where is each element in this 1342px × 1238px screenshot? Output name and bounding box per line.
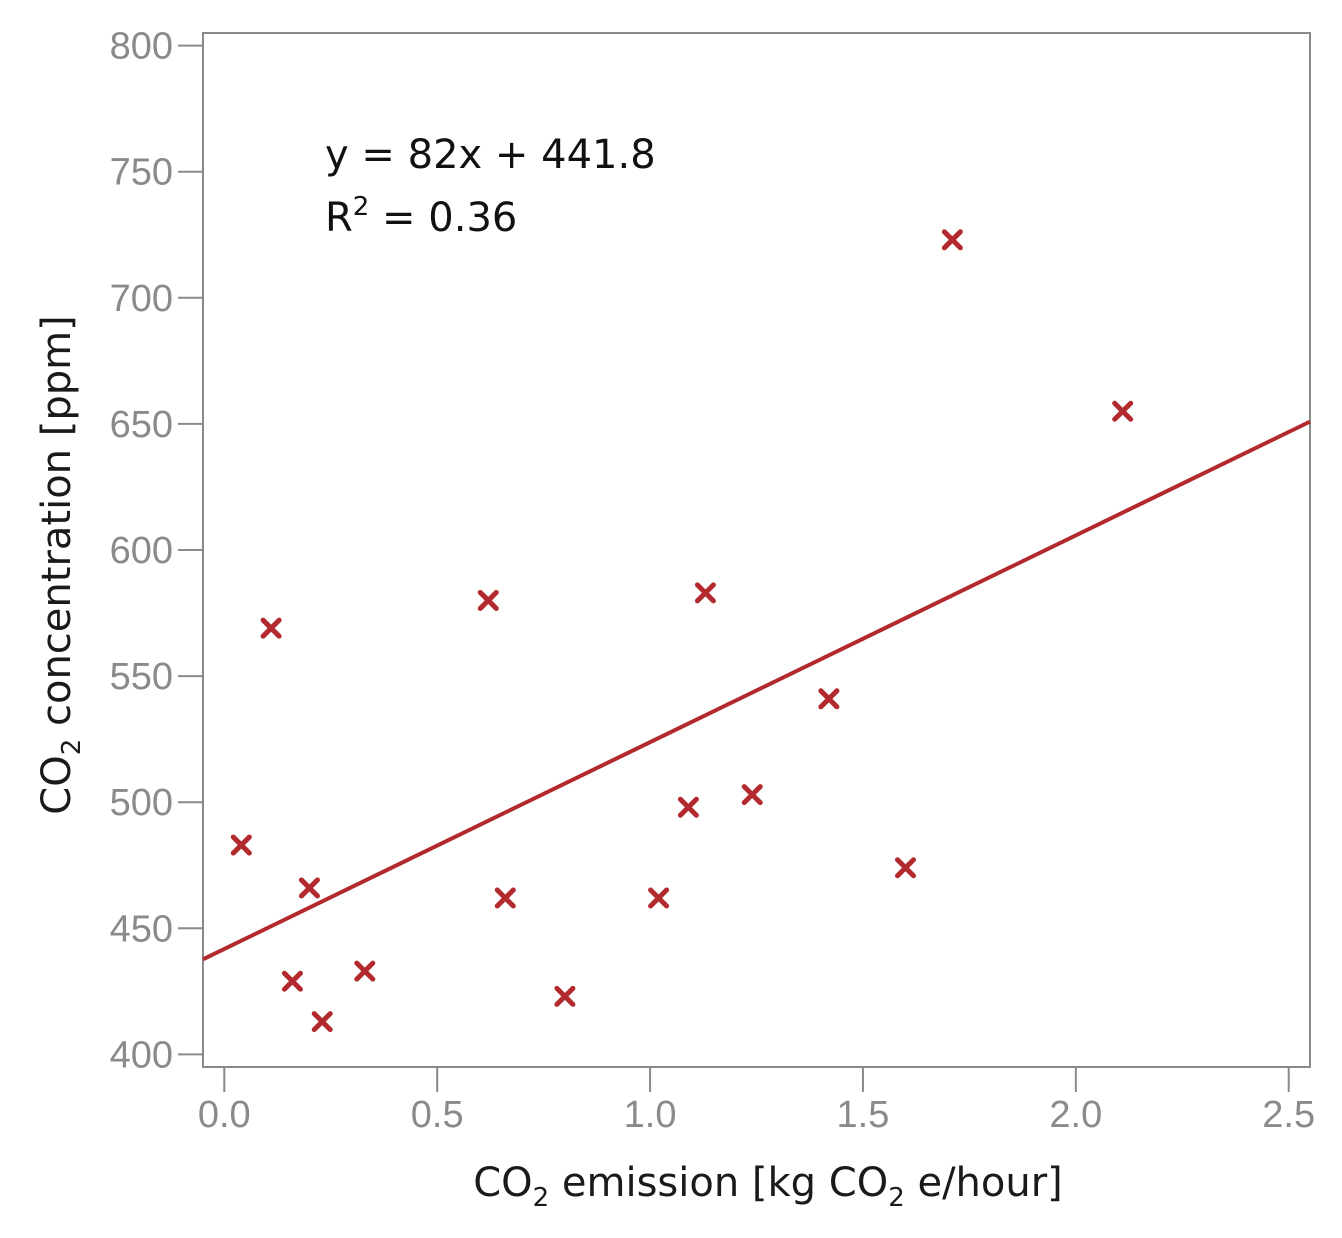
x-tick-label: 0.5 [411,1094,464,1136]
data-point [494,887,516,909]
x-axis-title-middle: emission [kg CO [549,1160,888,1206]
y-axis-title-subscript: 2 [57,739,87,756]
x-axis-title-suffix: e/hour] [905,1160,1063,1206]
y-axis-title-prefix: CO [34,755,80,814]
data-point [298,877,320,899]
data-point [1112,400,1134,422]
x-tick-label: 0.0 [198,1094,251,1136]
equation-annotation: y = 82x + 441.8 [325,132,656,178]
data-point [260,617,282,639]
r-squared-annotation: R2 = 0.36 [325,192,517,241]
x-tick-label: 2.5 [1262,1094,1315,1136]
y-tick-label: 750 [110,152,173,194]
data-point [477,589,499,611]
y-axis-ticks: 400 450 500 550 600 650 700 750 800 [110,26,203,1076]
y-tick-label: 450 [110,908,173,950]
data-point [648,887,670,909]
data-point [281,970,303,992]
data-point [677,796,699,818]
data-point [741,784,763,806]
data-points [230,229,1134,1033]
y-axis-title-suffix: concentration [ppm] [34,315,80,738]
x-tick-label: 2.0 [1049,1094,1102,1136]
x-axis-title-subscript-1: 2 [533,1183,550,1213]
x-axis-title: CO2 emission [kg CO2 e/hour] [473,1160,1063,1213]
r-squared-superscript: 2 [353,192,370,222]
x-tick-label: 1.0 [624,1094,677,1136]
y-tick-label: 600 [110,530,173,572]
y-tick-label: 650 [110,404,173,446]
y-tick-label: 800 [110,26,173,68]
x-axis-title-prefix: CO [473,1160,532,1206]
trendline-group [202,419,1311,962]
data-point [818,688,840,710]
data-point [941,229,963,251]
data-point [311,1011,333,1033]
data-point [554,985,576,1007]
y-tick-label: 700 [110,278,173,320]
data-point [895,857,917,879]
plot-area-frame [202,32,1311,1068]
x-axis-ticks: 0.0 0.5 1.0 1.5 2.0 2.5 [198,1067,1315,1136]
data-point [230,834,252,856]
data-point [354,960,376,982]
trendline [202,419,1311,962]
r-squared-value: = 0.36 [369,195,517,241]
r-squared-prefix: R [325,195,353,241]
x-axis-title-subscript-2: 2 [888,1183,905,1213]
y-tick-label: 550 [110,656,173,698]
x-tick-label: 1.5 [837,1094,890,1136]
y-tick-label: 500 [110,782,173,824]
data-point [694,582,716,604]
y-tick-label: 400 [110,1034,173,1076]
y-axis-title: CO2 concentration [ppm] [34,315,87,814]
